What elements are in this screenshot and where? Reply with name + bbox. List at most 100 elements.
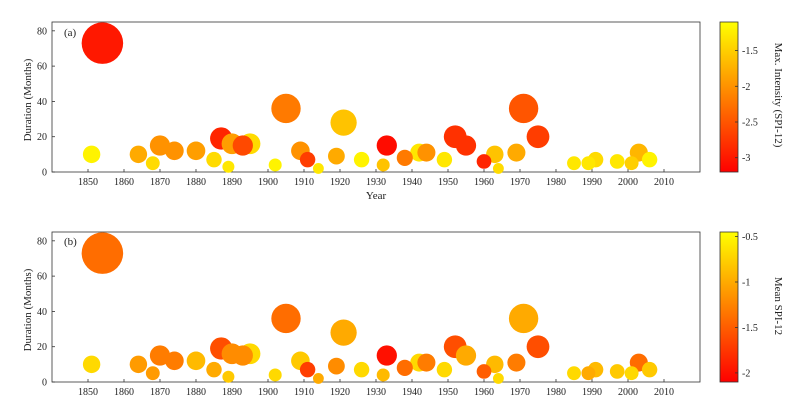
data-point (330, 319, 357, 346)
data-point (82, 355, 101, 374)
x-tick-label: 1990 (582, 387, 602, 398)
y-tick-label: 40 (37, 97, 47, 108)
x-tick-label: 1850 (78, 387, 98, 398)
data-point (624, 366, 639, 381)
data-point (328, 357, 345, 375)
colorbar-tick-label: -1.5 (742, 46, 758, 57)
colorbar-tick-label: -2 (742, 82, 750, 93)
y-tick-label: 20 (37, 342, 47, 353)
y-tick-label: 0 (42, 168, 47, 179)
y-tick-label: 60 (37, 272, 47, 283)
x-tick-label: 1930 (366, 387, 386, 398)
data-point (149, 135, 171, 156)
x-tick-label: 2010 (654, 177, 674, 188)
x-tick-label: 2010 (654, 387, 674, 398)
x-tick-label: 1910 (294, 177, 314, 188)
x-tick-label: 2000 (618, 387, 638, 398)
panel-a-y-axis-label: Duration (Months) (22, 58, 34, 141)
data-point (567, 366, 581, 381)
x-tick-label: 1860 (114, 177, 134, 188)
data-point (165, 351, 184, 371)
data-point (330, 109, 357, 136)
data-point (149, 345, 171, 366)
data-point (145, 156, 160, 171)
data-point (232, 345, 253, 366)
data-point (396, 149, 413, 166)
panel-b-y-axis-label: Duration (Months) (22, 268, 34, 351)
colorbar-tick-label: -3 (742, 153, 750, 164)
data-point (353, 361, 370, 378)
data-point (417, 353, 436, 372)
panel-a-colorbar-label: Max. Intensity (SPI-12) (772, 43, 784, 148)
x-tick-label: 1850 (78, 177, 98, 188)
data-point (376, 135, 397, 156)
data-point (624, 156, 639, 171)
data-point (567, 156, 581, 171)
data-point (376, 158, 390, 172)
data-point (312, 163, 324, 174)
data-point (271, 303, 301, 334)
colorbar-tick-label: -2 (742, 368, 750, 379)
x-tick-label: 1900 (258, 177, 278, 188)
x-tick-label: 1930 (366, 177, 386, 188)
panel-a: (a) Year Duration (Months) Max. Intensit… (22, 21, 784, 202)
y-tick-label: 40 (37, 307, 47, 318)
panel-b: (b) Duration (Months) Mean SPI-12 1850 18… (22, 231, 784, 398)
x-tick-label: 1890 (222, 387, 242, 398)
data-point (271, 93, 301, 124)
colorbar-tick-label: -0.5 (742, 232, 758, 243)
panel-b-label: (b) (64, 236, 77, 248)
x-tick-label: 1960 (474, 177, 494, 188)
y-tick-label: 60 (37, 62, 47, 73)
x-tick-label: 1900 (258, 387, 278, 398)
data-point (376, 345, 397, 366)
data-point (328, 147, 345, 165)
colorbar-tick-label: -1.5 (742, 323, 758, 334)
data-point (526, 125, 550, 149)
y-tick-label: 0 (42, 378, 47, 389)
data-point (232, 135, 253, 156)
x-tick-label: 1960 (474, 387, 494, 398)
y-tick-label: 20 (37, 132, 47, 143)
data-point (641, 151, 658, 168)
panel-b-colorbar-label: Mean SPI-12 (772, 277, 784, 335)
data-point (507, 353, 526, 372)
data-point (609, 364, 625, 379)
x-tick-label: 2000 (618, 177, 638, 188)
x-tick-label: 1880 (186, 387, 206, 398)
colorbar (719, 231, 739, 383)
x-tick-label: 1870 (150, 177, 170, 188)
x-tick-label: 1860 (114, 387, 134, 398)
data-point (396, 359, 413, 376)
data-point (581, 366, 596, 381)
data-point (492, 163, 504, 174)
panel-b-axes-frame (51, 231, 701, 383)
x-tick-label: 1940 (402, 177, 422, 188)
data-point (129, 355, 148, 374)
data-point (81, 22, 124, 64)
data-point (299, 151, 316, 168)
data-point (476, 364, 492, 379)
colorbar-tick-label: -2.5 (742, 118, 758, 129)
x-tick-label: 1990 (582, 177, 602, 188)
x-tick-label: 1940 (402, 387, 422, 398)
x-tick-label: 1950 (438, 177, 458, 188)
data-point (206, 151, 222, 168)
data-point (507, 143, 526, 162)
data-point (129, 145, 148, 164)
data-point (312, 373, 324, 384)
x-tick-label: 1950 (438, 387, 458, 398)
y-tick-label: 80 (37, 26, 47, 37)
data-point (206, 361, 222, 378)
x-tick-label: 1870 (150, 387, 170, 398)
panel-a-label: (a) (64, 27, 77, 39)
panel-a-axes-frame (51, 21, 701, 173)
data-point (526, 335, 550, 359)
data-point (436, 151, 453, 168)
data-point (165, 141, 184, 161)
data-point (508, 93, 539, 124)
x-tick-label: 1980 (546, 177, 566, 188)
data-point (222, 370, 235, 383)
x-tick-label: 1920 (330, 177, 350, 188)
data-point (353, 151, 370, 168)
